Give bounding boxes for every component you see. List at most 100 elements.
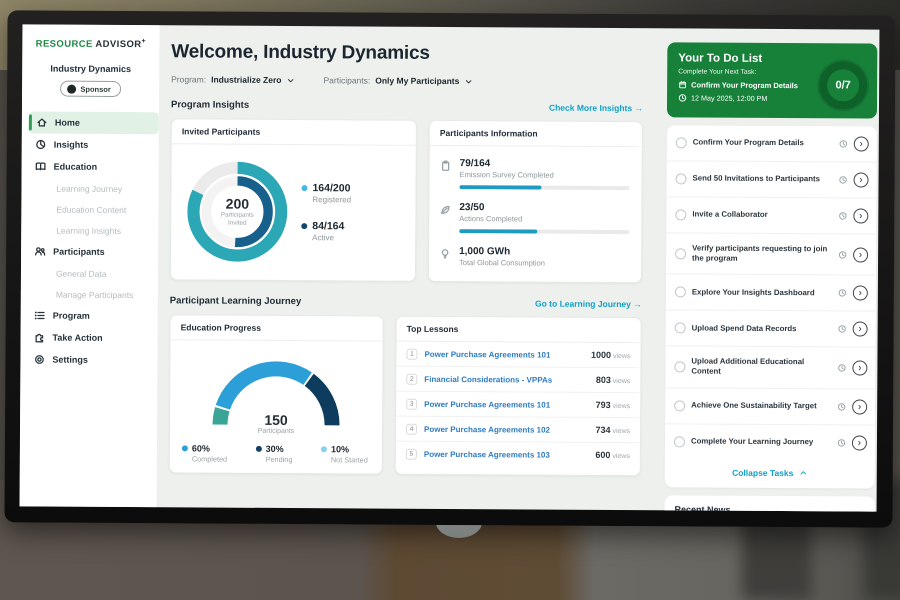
program-filter[interactable]: Program: Industrialize Zero (171, 74, 295, 85)
clock-icon (678, 94, 687, 102)
actions-progress-bar (459, 229, 630, 235)
leaf-icon (441, 205, 450, 215)
todo-panel: Your To Do List Complete Your Next Task:… (653, 28, 880, 512)
sidebar-item-participants[interactable]: Participants (21, 241, 158, 264)
task-open-button[interactable] (852, 321, 868, 337)
book-icon (35, 162, 46, 171)
legend-dot (320, 446, 327, 453)
sidebar-item-take-action[interactable]: Take Action (21, 327, 158, 350)
lesson-row: 4 Power Purchase Agreements 102 734 view… (395, 416, 641, 444)
task-open-button[interactable] (852, 398, 868, 415)
legend-dot (301, 223, 308, 230)
org-name: Industry Dynamics (50, 63, 132, 75)
card-title: Participants Information (429, 120, 642, 148)
clock-icon (839, 140, 847, 148)
task-row: Complete Your Learning Journey (665, 424, 875, 460)
lesson-row: 5 Power Purchase Agreements 103 600 view… (396, 442, 640, 467)
task-checkbox[interactable] (675, 137, 687, 149)
lesson-link[interactable]: Power Purchase Agreements 103 (423, 449, 550, 460)
task-checkbox[interactable] (673, 435, 685, 447)
stat-emission-survey: 79/164 Emission Survey Completed (439, 158, 630, 191)
task-row: Explore Your Insights Dashboard (665, 274, 876, 312)
task-open-button[interactable] (852, 360, 868, 376)
recent-news-card: Recent News (664, 494, 875, 512)
stat-consumption: 1,000 GWh Total Global Consumption (439, 246, 629, 268)
education-gauge-chart: 150 Participants (201, 352, 351, 435)
task-open-button[interactable] (853, 172, 869, 188)
sponsor-badge[interactable]: Sponsor (60, 80, 121, 98)
invited-total: 200 (225, 195, 250, 212)
legend-pending: 30% Pending (255, 444, 293, 464)
monitor-bezel: RESOURCE ADVISOR+ Industry Dynamics Spon… (4, 10, 896, 528)
clock-icon (839, 212, 847, 220)
clock-icon (838, 250, 847, 259)
recent-news-title: Recent News (674, 503, 865, 512)
task-row: Achieve One Sustainability Target (665, 387, 876, 426)
lesson-link[interactable]: Financial Considerations - VPPAs (424, 374, 553, 385)
participants-information-card: Participants Information 79/164 Emission… (427, 119, 643, 284)
stat-actions-completed: 23/50 Actions Completed (439, 202, 630, 235)
page-title: Welcome, Industry Dynamics (171, 41, 430, 64)
task-checkbox[interactable] (674, 399, 686, 411)
clock-icon (838, 364, 846, 372)
list-icon (34, 311, 45, 320)
task-open-button[interactable] (851, 434, 867, 451)
legend-dot (301, 185, 308, 192)
gear-icon (35, 355, 44, 365)
task-checkbox[interactable] (674, 322, 686, 334)
sidebar-item-insights[interactable]: Insights (22, 134, 159, 157)
task-row: Upload Spend Data Records (665, 310, 876, 348)
people-icon (34, 247, 46, 256)
clock-icon (838, 289, 847, 297)
sidebar-item-manage-participants[interactable]: Manage Participants (55, 289, 134, 300)
invited-participants-card: Invited Participants 200 Participants I (169, 118, 417, 282)
todo-header-card: Your To Do List Complete Your Next Task:… (666, 42, 878, 119)
lesson-link[interactable]: Power Purchase Agreements 101 (424, 399, 551, 410)
task-checkbox[interactable] (675, 247, 687, 260)
invited-donut-chart: 200 Participants Invited (181, 155, 294, 268)
sponsor-badge-icon (67, 84, 77, 94)
task-row: Upload Additional Educational Content (665, 346, 876, 390)
lesson-link[interactable]: Power Purchase Agreements 101 (424, 349, 551, 360)
task-checkbox[interactable] (674, 286, 686, 298)
card-title: Education Progress (170, 315, 383, 342)
lesson-row: 1 Power Purchase Agreements 101 1000 vie… (396, 341, 641, 369)
sidebar: RESOURCE ADVISOR+ Industry Dynamics Spon… (19, 24, 160, 508)
task-open-button[interactable] (853, 208, 869, 224)
sidebar-item-learning-insights[interactable]: Learning Insights (56, 225, 122, 236)
clock-icon (837, 438, 846, 447)
sidebar-item-program[interactable]: Program (21, 305, 158, 328)
task-checkbox[interactable] (674, 361, 686, 373)
task-open-button[interactable] (853, 247, 869, 263)
go-to-learning-journey-link[interactable]: Go to Learning Journey → (535, 298, 642, 309)
task-checkbox[interactable] (675, 209, 687, 221)
app-logo: RESOURCE ADVISOR+ (35, 38, 147, 51)
todo-title: Your To Do List (678, 52, 763, 65)
legend-active: 84/164 Active (301, 220, 351, 242)
todo-next-task: Confirm Your Program Details (678, 80, 798, 90)
sidebar-item-home[interactable]: Home (28, 111, 159, 135)
todo-due-time: 12 May 2025, 12:00 PM (678, 93, 798, 103)
legend-dot (255, 445, 262, 452)
sidebar-item-learning-journey[interactable]: Learning Journey (56, 183, 123, 194)
task-checkbox[interactable] (675, 173, 687, 185)
lesson-row: 2 Financial Considerations - VPPAs 803 v… (396, 366, 641, 394)
legend-registered: 164/200 Registered (301, 182, 351, 204)
task-open-button[interactable] (853, 136, 869, 152)
collapse-tasks-link[interactable]: Collapse Tasks (665, 459, 875, 488)
legend-not-started: 10% Not Started (320, 444, 368, 465)
sidebar-item-general-data[interactable]: General Data (55, 268, 107, 279)
sidebar-item-settings[interactable]: Settings (20, 349, 157, 372)
sidebar-item-education[interactable]: Education (22, 156, 159, 179)
sidebar-item-education-content[interactable]: Education Content (56, 204, 127, 215)
task-open-button[interactable] (852, 285, 868, 301)
clock-icon (837, 402, 846, 411)
todo-tasks-card: Confirm Your Program Details Send 50 Inv… (664, 125, 877, 489)
chevron-up-icon (800, 471, 806, 475)
learning-journey-title: Participant Learning Journey (169, 295, 302, 308)
chevron-down-icon (466, 79, 472, 83)
card-title: Top Lessons (396, 316, 641, 344)
participants-filter[interactable]: Participants: Only My Participants (323, 75, 473, 86)
lesson-link[interactable]: Power Purchase Agreements 102 (423, 424, 551, 435)
check-more-insights-link[interactable]: Check More Insights → (548, 102, 644, 113)
